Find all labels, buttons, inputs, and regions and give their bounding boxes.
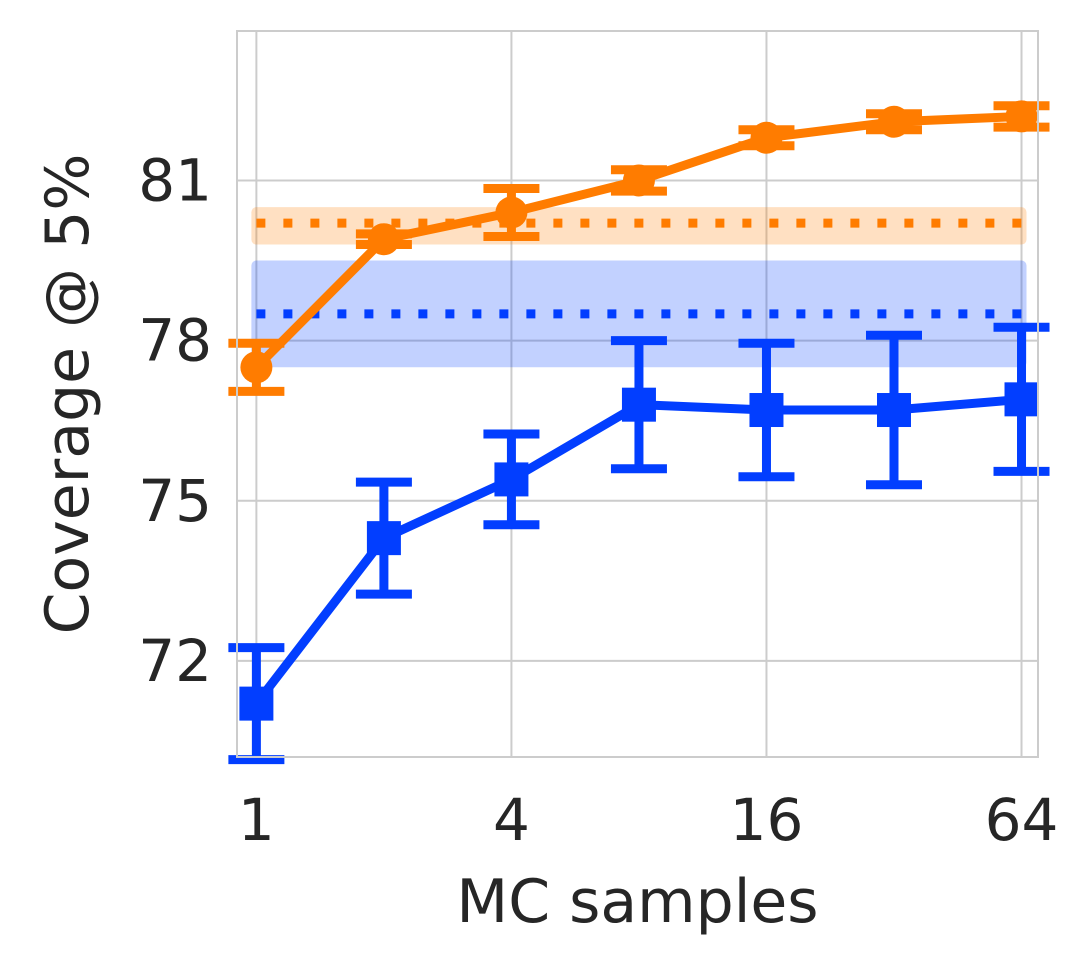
data-point	[876, 393, 911, 428]
reference-bands	[251, 207, 1027, 368]
y-tick-label: 81	[138, 146, 212, 214]
data-point	[1004, 382, 1039, 417]
data-point	[494, 462, 529, 497]
y-tick-label: 78	[138, 307, 212, 375]
data-point	[621, 387, 656, 422]
data-point	[750, 121, 783, 154]
data-point	[749, 393, 784, 428]
blue-series	[228, 322, 1050, 765]
data-point	[622, 164, 655, 197]
x-tick-labels: 1 4 16 64	[238, 786, 1058, 854]
data-point	[367, 223, 400, 256]
y-axis-title: Coverage @ 5%	[33, 154, 103, 635]
x-tick-label: 4	[493, 786, 530, 854]
x-axis-title: MC samples	[456, 867, 818, 937]
x-tick-label: 16	[730, 786, 804, 854]
data-point	[366, 521, 401, 556]
data-point	[1005, 100, 1038, 133]
data-point	[495, 196, 528, 229]
data-point	[240, 351, 273, 384]
plot-frame	[236, 30, 1039, 758]
y-tick-labels: 72 75 78 81	[138, 146, 212, 694]
y-tick-label: 75	[138, 467, 212, 535]
x-tick-label: 1	[238, 786, 275, 854]
data-point	[877, 105, 910, 138]
data-point	[239, 686, 274, 721]
y-tick-label: 72	[138, 627, 212, 695]
x-tick-label: 64	[985, 786, 1059, 854]
